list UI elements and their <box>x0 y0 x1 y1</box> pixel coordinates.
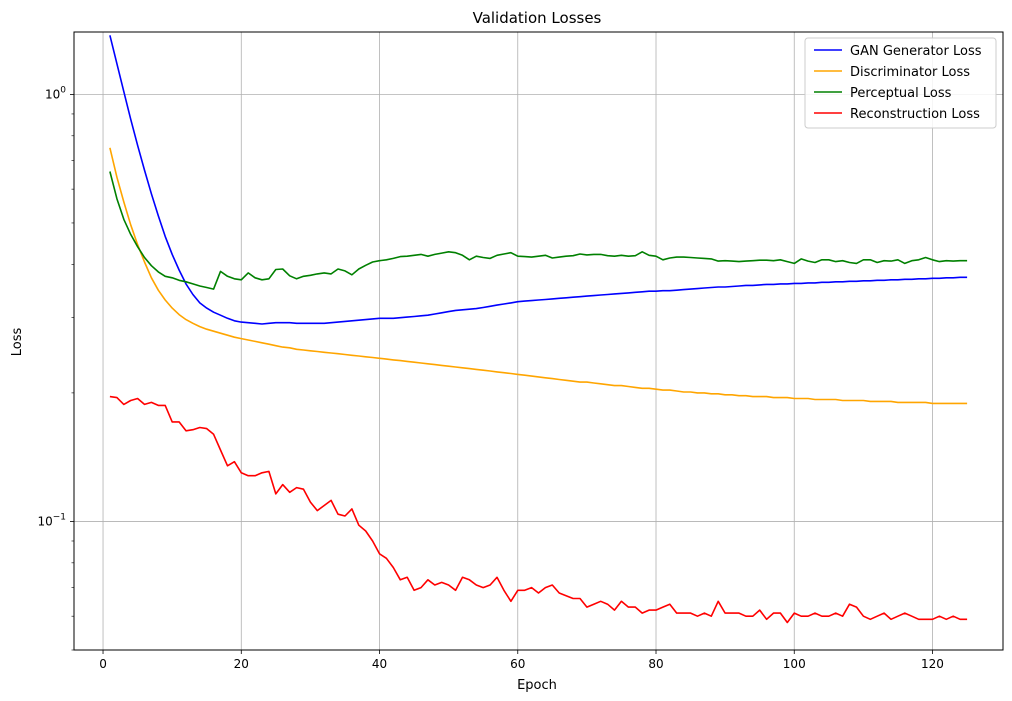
series-line-gan-generator-loss <box>109 35 968 325</box>
y-axis-label: Loss <box>10 328 25 357</box>
legend-box <box>804 37 997 129</box>
grid-lines <box>74 32 1003 650</box>
x-tick-label: 60 <box>510 657 525 671</box>
x-axis-ticks: 0 20 40 60 80 100 120 <box>99 650 944 671</box>
series-line-reconstruction-loss <box>109 395 968 624</box>
series-line-discriminator-loss <box>109 147 968 405</box>
chart-title: Validation Losses <box>473 9 602 27</box>
plot-frame <box>73 31 1004 651</box>
x-tick-label: 40 <box>372 657 387 671</box>
x-tick-label: 120 <box>921 657 944 671</box>
legend: GAN Generator Loss Discriminator Loss Perc… <box>804 37 997 129</box>
series-layer <box>109 35 968 624</box>
legend-label: Discriminator Loss <box>850 65 970 80</box>
legend-label: Perceptual Loss <box>850 86 952 101</box>
x-axis-label: Epoch <box>517 678 557 693</box>
x-tick-label: 100 <box>783 657 806 671</box>
series-line-perceptual-loss <box>109 171 968 290</box>
x-tick-label: 0 <box>99 657 107 671</box>
x-tick-label: 80 <box>648 657 663 671</box>
legend-label: GAN Generator Loss <box>850 44 982 59</box>
x-tick-label: 20 <box>234 657 249 671</box>
legend-label: Reconstruction Loss <box>850 107 980 122</box>
